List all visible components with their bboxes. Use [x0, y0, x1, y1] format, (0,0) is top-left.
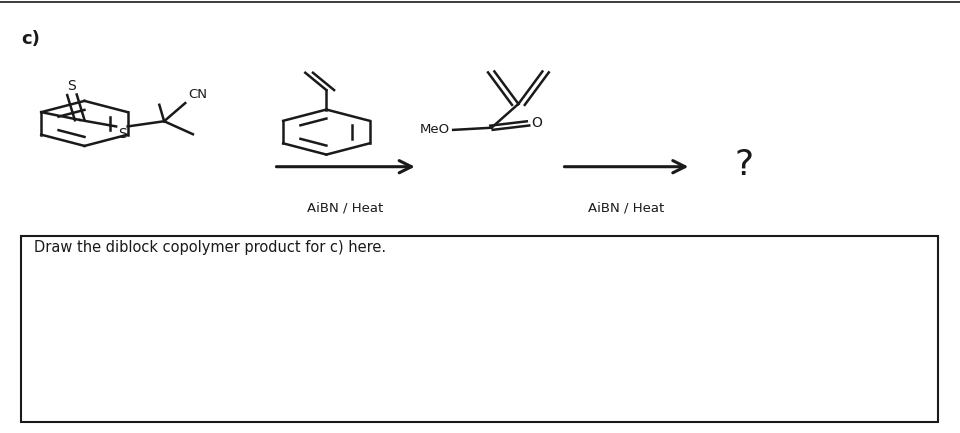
Text: MeO: MeO: [420, 123, 450, 136]
Text: ?: ?: [734, 149, 754, 182]
Text: O: O: [531, 116, 541, 130]
Text: CN: CN: [188, 88, 207, 101]
Text: AiBN / Heat: AiBN / Heat: [307, 201, 384, 214]
Text: S: S: [118, 127, 127, 141]
Text: S: S: [67, 79, 77, 93]
Text: c): c): [21, 30, 40, 48]
FancyBboxPatch shape: [21, 236, 938, 422]
Text: AiBN / Heat: AiBN / Heat: [588, 201, 664, 214]
Text: Draw the diblock copolymer product for c) here.: Draw the diblock copolymer product for c…: [34, 240, 386, 255]
